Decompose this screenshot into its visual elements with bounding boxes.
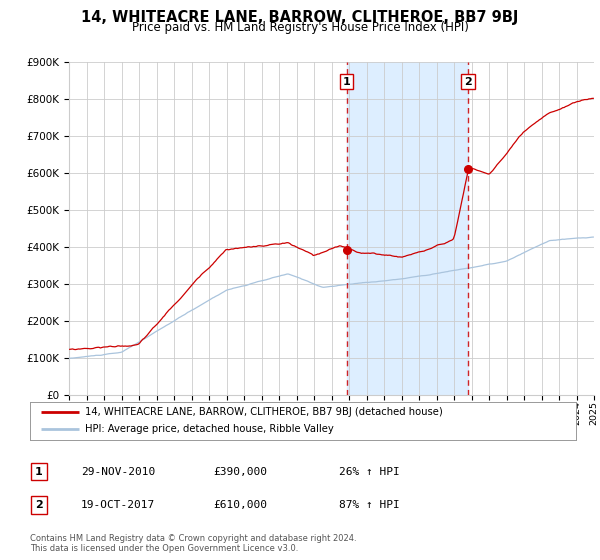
Text: 1: 1 [343,77,350,87]
Text: £610,000: £610,000 [213,500,267,510]
Text: £390,000: £390,000 [213,466,267,477]
Bar [347,62,468,395]
Text: 29-NOV-2010: 29-NOV-2010 [81,466,155,477]
Text: 2: 2 [464,77,472,87]
Text: 14, WHITEACRE LANE, BARROW, CLITHEROE, BB7 9BJ (detached house): 14, WHITEACRE LANE, BARROW, CLITHEROE, B… [85,407,442,417]
Text: 2: 2 [35,500,43,510]
Text: This data is licensed under the Open Government Licence v3.0.: This data is licensed under the Open Gov… [30,544,298,553]
Text: 87% ↑ HPI: 87% ↑ HPI [339,500,400,510]
Text: Price paid vs. HM Land Registry's House Price Index (HPI): Price paid vs. HM Land Registry's House … [131,21,469,34]
Text: 14, WHITEACRE LANE, BARROW, CLITHEROE, BB7 9BJ: 14, WHITEACRE LANE, BARROW, CLITHEROE, B… [82,10,518,25]
Text: 26% ↑ HPI: 26% ↑ HPI [339,466,400,477]
Text: 1: 1 [35,466,43,477]
Text: 19-OCT-2017: 19-OCT-2017 [81,500,155,510]
Text: HPI: Average price, detached house, Ribble Valley: HPI: Average price, detached house, Ribb… [85,424,334,435]
Text: Contains HM Land Registry data © Crown copyright and database right 2024.: Contains HM Land Registry data © Crown c… [30,534,356,543]
